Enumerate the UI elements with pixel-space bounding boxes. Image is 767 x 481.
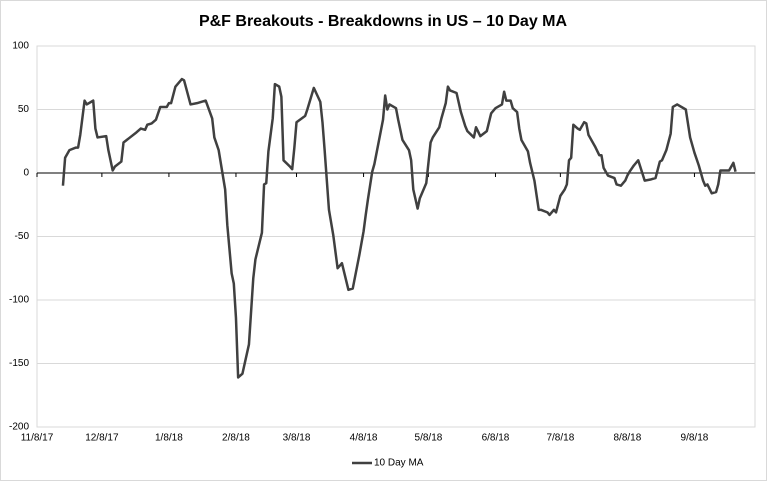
x-tick-label: 5/8/18 bbox=[415, 433, 443, 444]
x-tick-label: 4/8/18 bbox=[350, 433, 378, 444]
x-tick-label: 9/8/18 bbox=[681, 433, 709, 444]
legend-label: 10 Day MA bbox=[374, 458, 424, 469]
x-tick-label: 6/8/18 bbox=[482, 433, 510, 444]
x-tick-label: 12/8/17 bbox=[85, 433, 119, 444]
y-tick-label: -100 bbox=[9, 295, 29, 306]
y-tick-label: -150 bbox=[9, 358, 29, 369]
y-tick-label: 100 bbox=[12, 41, 29, 52]
x-tick-label: 8/8/18 bbox=[613, 433, 641, 444]
y-tick-label: 0 bbox=[23, 168, 29, 179]
x-tick-label: 3/8/18 bbox=[283, 433, 311, 444]
data-line bbox=[61, 77, 737, 379]
x-tick-label: 1/8/18 bbox=[155, 433, 183, 444]
chart-title: P&F Breakouts - Breakdowns in US – 10 Da… bbox=[199, 13, 568, 30]
y-tick-label: -50 bbox=[15, 231, 30, 242]
x-tick-label: 7/8/18 bbox=[546, 433, 574, 444]
x-tick-label: 11/8/17 bbox=[21, 433, 54, 444]
x-tick-label: 2/8/18 bbox=[222, 433, 250, 444]
y-tick-label: -200 bbox=[9, 422, 29, 433]
y-tick-label: 50 bbox=[18, 104, 30, 115]
